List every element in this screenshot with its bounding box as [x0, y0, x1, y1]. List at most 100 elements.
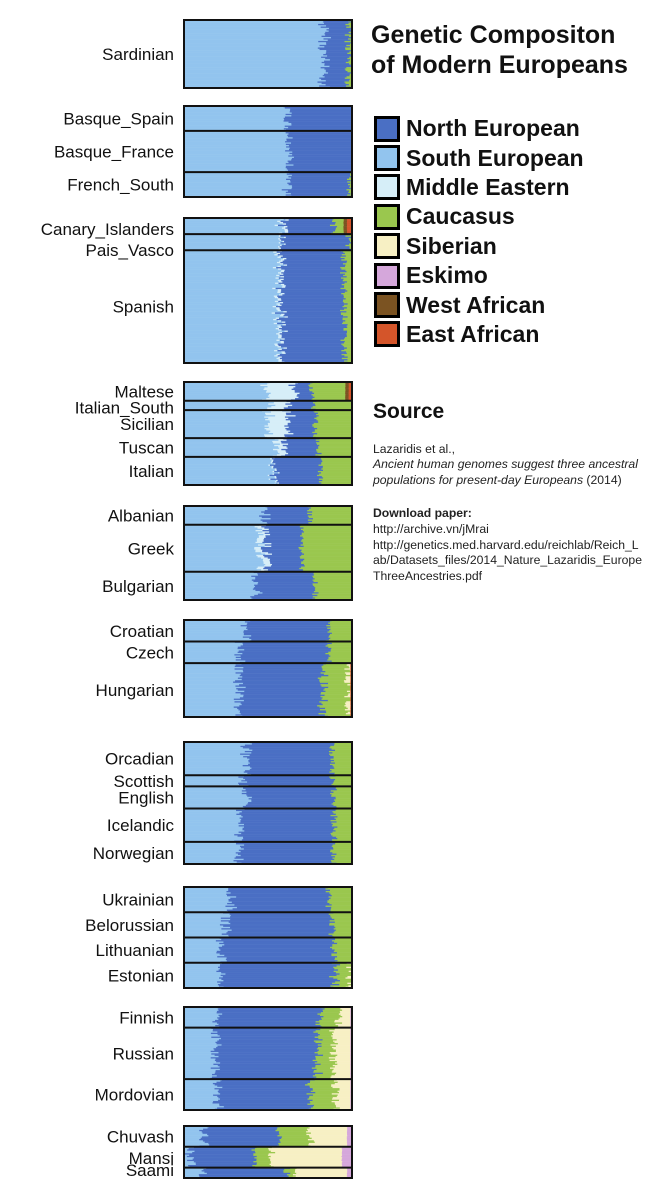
ancestry-segment-spanish-north — [278, 277, 342, 279]
ancestry-segment-croatian-south — [184, 637, 250, 640]
ancestry-segment-croatian-cauc — [326, 625, 353, 627]
ancestry-segment-scottish-south — [184, 782, 239, 785]
ancestry-segment-sardinian-south — [184, 68, 325, 70]
ancestry-segment-russian-cauc — [317, 1053, 332, 1055]
ancestry-segment-italian-north — [279, 482, 322, 484]
ancestry-segment-estonian-south — [184, 973, 226, 975]
ancestry-segment-ukrainian-south — [184, 902, 228, 905]
ancestry-segment-ukrainian-south — [184, 894, 228, 897]
ancestry-segment-spanish-cauc — [340, 267, 353, 269]
legend-item-east-african: East African — [374, 320, 584, 349]
ancestry-segment-spanish-me — [277, 289, 282, 291]
ancestry-segment-hungarian-cauc — [320, 695, 345, 698]
ancestry-segment-russian-north — [211, 1073, 316, 1076]
ancestry-segment-estonian-north — [219, 965, 337, 967]
ancestry-segment-lithuanian-south — [184, 938, 222, 941]
ancestry-segment-maltese-cauc — [308, 384, 346, 387]
ancestry-segment-basque-spain-south — [184, 115, 292, 117]
download-link-harvard[interactable]: http://genetics.med.harvard.edu/reichlab… — [373, 537, 642, 583]
ancestry-segment-norwegian-cauc — [334, 858, 353, 861]
ancestry-segment-spanish-me — [284, 330, 289, 333]
ancestry-segment-spanish-cauc — [346, 276, 353, 278]
ancestry-segment-orcadian-south — [184, 749, 253, 752]
ancestry-segment-croatian-south — [184, 621, 246, 623]
ancestry-segment-chuvash-north — [208, 1135, 278, 1137]
ancestry-segment-sicilian-south — [184, 417, 269, 420]
ancestry-segment-spanish-south — [184, 278, 281, 281]
ancestry-segment-orcadian-north — [249, 762, 336, 765]
ancestry-segment-basque-france-south — [184, 133, 289, 135]
ancestry-segment-icelandic-south — [184, 809, 237, 812]
ancestry-segment-russian-cauc — [314, 1052, 331, 1054]
ancestry-segment-greek-cauc — [300, 566, 353, 569]
ancestry-segment-french-south-north — [291, 177, 350, 179]
ancestry-segment-mansi-north — [195, 1162, 258, 1164]
ancestry-segment-icelandic-cauc — [337, 837, 353, 840]
ancestry-segment-french-south-north — [291, 185, 351, 187]
ancestry-segment-sicilian-north — [290, 421, 319, 424]
ancestry-segment-greek-north — [269, 558, 305, 561]
ancestry-segment-spanish-south — [184, 296, 276, 299]
ancestry-segment-basque-france-south — [184, 163, 287, 165]
ancestry-segment-maltese-waf — [345, 388, 349, 391]
population-label-russian: Russian — [113, 1044, 174, 1063]
ancestry-segment-czech-cauc — [328, 646, 353, 649]
ancestry-segment-basque-spain-south — [184, 107, 286, 109]
ancestry-segment-russian-sib — [336, 1061, 351, 1063]
ancestry-segment-ukrainian-north — [231, 901, 328, 904]
ancestry-segment-russian-south — [184, 1050, 211, 1053]
download-link-archive[interactable]: http://archive.vn/jMrai — [373, 521, 489, 536]
ancestry-segment-tuscan-cauc — [318, 447, 353, 450]
ancestry-segment-sardinian-cauc — [345, 61, 353, 64]
ancestry-segment-icelandic-north — [241, 811, 333, 813]
ancestry-segment-spanish-north — [280, 346, 345, 348]
ancestry-segment-ukrainian-cauc — [328, 896, 353, 898]
ancestry-segment-french-south-north — [285, 194, 348, 196]
ancestry-segment-sardinian-cauc — [348, 84, 353, 86]
ancestry-segment-basque-spain-north — [284, 125, 353, 128]
ancestry-segment-belorussian-south — [184, 920, 222, 922]
ancestry-segment-czech-cauc — [325, 645, 353, 647]
ancestry-segment-chuvash-sib — [306, 1128, 348, 1131]
ancestry-segment-basque-spain-south — [184, 120, 284, 122]
ancestry-segment-pais-vasco-me — [278, 246, 281, 248]
ancestry-segment-sardinian-north — [325, 84, 350, 86]
ancestry-segment-bulgarian-cauc — [318, 592, 353, 594]
ancestry-segment-spanish-north — [281, 326, 348, 329]
ancestry-segment-canary-islanders-eaf — [347, 231, 353, 234]
ancestry-segment-finnish-north — [212, 1021, 316, 1023]
ancestry-segment-hungarian-south — [184, 709, 239, 711]
ancestry-segment-chuvash-north — [202, 1132, 280, 1135]
ancestry-segment-icelandic-south — [184, 822, 239, 825]
title-line-2: of Modern Europeans — [371, 51, 628, 79]
ancestry-segment-croatian-cauc — [330, 626, 353, 628]
ancestry-segment-mansi-north — [193, 1157, 255, 1159]
ancestry-segment-spanish-north — [281, 280, 344, 282]
ancestry-segment-sardinian-north — [324, 73, 351, 76]
ancestry-segment-norwegian-cauc — [330, 849, 353, 852]
ancestry-segment-english-north — [241, 790, 332, 792]
ancestry-segment-orcadian-north — [242, 747, 330, 749]
ancestry-segment-spanish-cauc — [341, 268, 353, 270]
ancestry-segment-canary-islanders-cauc — [334, 223, 344, 225]
ancestry-segment-icelandic-north — [242, 829, 334, 831]
ancestry-segment-albanian-cauc — [312, 520, 353, 523]
ancestry-segment-hungarian-cauc — [325, 671, 351, 673]
ancestry-segment-sardinian-north — [320, 67, 347, 69]
ancestry-segment-spanish-cauc — [343, 274, 353, 277]
ancestry-segment-czech-south — [184, 646, 239, 649]
ancestry-segment-norwegian-north — [235, 856, 336, 858]
ancestry-segment-pais-vasco-north — [285, 243, 350, 246]
ancestry-segment-orcadian-cauc — [331, 748, 353, 750]
ancestry-segment-english-north — [245, 788, 338, 791]
ancestry-segment-sardinian-north — [325, 57, 348, 60]
ancestry-segment-orcadian-cauc — [330, 761, 353, 763]
ancestry-segment-basque-france-south — [184, 152, 290, 155]
ancestry-segment-mordovian-north — [217, 1085, 310, 1088]
ancestry-segment-sardinian-north — [321, 61, 347, 64]
ancestry-segment-czech-north — [242, 644, 328, 646]
ancestry-segment-tuscan-south — [184, 446, 279, 448]
ancestry-segment-french-south-south — [184, 177, 292, 179]
ancestry-segment-croatian-south — [184, 632, 245, 635]
ancestry-segment-english-cauc — [336, 788, 353, 791]
